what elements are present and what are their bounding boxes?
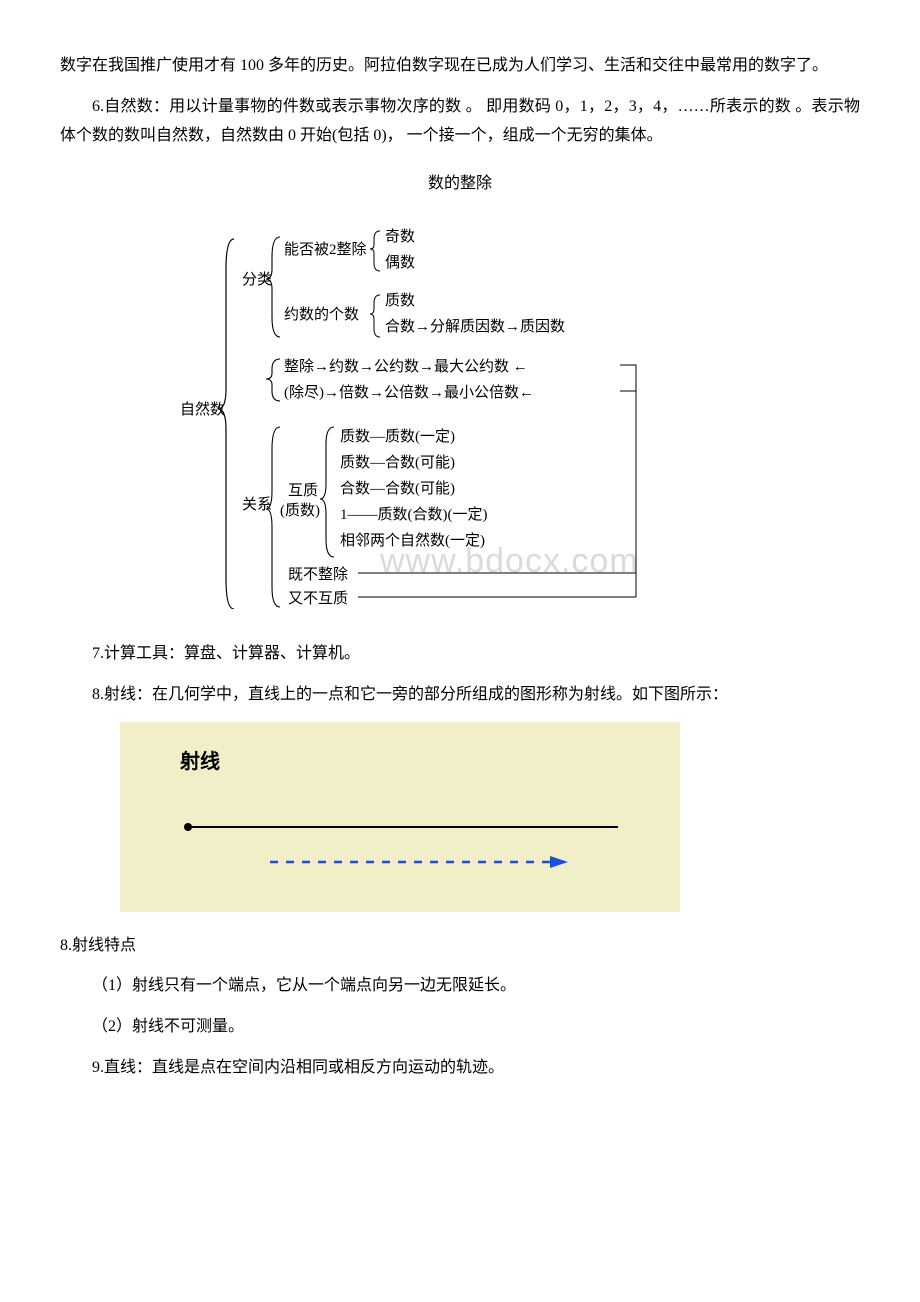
ray-illustration: 射线: [120, 722, 680, 912]
tree-svg: 自然数 分类 能否被2整除 奇数 偶数 约数的个数 质数 合数→分解质因数→质因…: [180, 209, 740, 609]
node-b2a5: 相邻两个自然数(一定): [340, 532, 485, 549]
paragraph-8-feature-2: （2）射线不可测量。: [60, 1013, 860, 1042]
node-mid1: 整除→约数→公约数→最大公约数 ←: [284, 358, 528, 375]
paragraph-9: 9.直线：直线是点在空间内沿相同或相反方向运动的轨迹。: [60, 1054, 860, 1083]
tree-diagram: 自然数 分类 能否被2整除 奇数 偶数 约数的个数 质数 合数→分解质因数→质因…: [180, 209, 740, 620]
node-mid2: (除尽)→倍数→公倍数→最小公倍数←: [284, 384, 534, 401]
diagram-title: 数的整除: [60, 170, 860, 199]
paragraph-6: 6.自然数：用以计量事物的件数或表示事物次序的数 。 即用数码 0，1，2，3，…: [60, 93, 860, 151]
node-b2a4: 1——质数(合数)(一定): [340, 506, 487, 523]
paragraph-8-def: 8.射线：在几何学中，直线上的一点和它一旁的部分所组成的图形称为射线。如下图所示…: [60, 681, 860, 710]
node-b2a1: 质数—质数(一定): [340, 428, 455, 445]
node-branch2: 关系: [242, 496, 272, 513]
node-b1b2: 合数→分解质因数→质因数: [385, 318, 565, 335]
node-b1a: 能否被2整除: [284, 241, 367, 258]
paragraph-8-features-title: 8.射线特点: [60, 932, 860, 961]
ray-dashed-arrowhead: [550, 856, 568, 868]
node-b2a3: 合数—合数(可能): [340, 480, 455, 497]
ray-label: 射线: [180, 744, 220, 780]
node-b2a2: 质数—合数(可能): [340, 454, 455, 471]
node-b1a1: 奇数: [385, 228, 415, 245]
node-b1a2: 偶数: [385, 254, 415, 271]
node-b2a: 互质: [288, 482, 318, 499]
node-b1b1: 质数: [385, 292, 415, 309]
node-b2sub: (质数): [280, 502, 320, 519]
node-b1b: 约数的个数: [284, 306, 359, 323]
paragraph-8-feature-1: （1）射线只有一个端点，它从一个端点向另一边无限延长。: [60, 972, 860, 1001]
node-b2c: 又不互质: [288, 590, 348, 607]
paragraph-intro: 数字在我国推广使用才有 100 多年的历史。阿拉伯数字现在已成为人们学习、生活和…: [60, 52, 860, 81]
node-b2b: 既不整除: [288, 566, 348, 583]
paragraph-7: 7.计算工具：算盘、计算器、计算机。: [60, 640, 860, 669]
